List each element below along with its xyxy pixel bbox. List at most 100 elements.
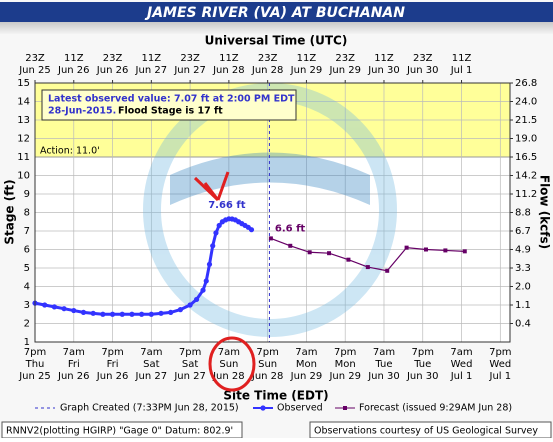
x-tick-label: Tue [413, 359, 431, 370]
forecast-point [365, 265, 370, 270]
y-tick-label: 15 [17, 78, 30, 89]
plot-border [34, 82, 511, 343]
x2-tick-label: Jun 30 [406, 65, 439, 76]
x-tick-label: 7am [63, 347, 85, 358]
x-tick-label: Jun 27 [173, 371, 206, 382]
observed-point [216, 222, 222, 229]
x2-tick-label: Jun 30 [367, 65, 400, 76]
x2-tick-label: Jun 29 [290, 65, 323, 76]
legend-observed-dot [260, 405, 266, 411]
y2-tick-label: 4.9 [515, 245, 531, 256]
observed-point [200, 287, 206, 293]
observed-point [139, 311, 145, 317]
x2-tick-label: 23Z [25, 53, 45, 64]
x2-tick-label: Jun 27 [173, 65, 206, 76]
peak-label: 7.66 ft [208, 200, 246, 211]
observed-point [71, 307, 77, 314]
y-tick-label: 10 [17, 171, 30, 182]
observed-point [148, 311, 154, 317]
y-tick-label: 14 [17, 97, 30, 108]
legend-forecast: Forecast (issued 9:29AM Jun 28) [359, 403, 512, 414]
x-tick-label: Jun 25 [18, 371, 51, 382]
observed-point [158, 310, 164, 316]
x2-tick-label: 23Z [103, 53, 123, 64]
x-tick-label: 7am [140, 347, 162, 358]
info-line: 28-Jun-2015. [48, 106, 116, 117]
x-tick-label: Wed [489, 359, 511, 370]
x2-axis-title: Universal Time (UTC) [205, 34, 348, 48]
x-tick-label: 7pm [256, 347, 278, 358]
observed-point [90, 310, 96, 316]
x-tick-label: 7pm [412, 347, 434, 358]
y2-tick-label: 11.2 [515, 189, 537, 200]
x2-tick-label: 11Z [452, 53, 472, 64]
info-line: Flood Stage is 17 ft [118, 106, 223, 117]
x-tick-label: Mon [296, 359, 317, 370]
header-shade [0, 22, 553, 34]
observed-point [129, 311, 135, 317]
x2-tick-label: 11Z [297, 53, 317, 64]
y-tick-label: 1 [24, 337, 30, 348]
observed-point [119, 311, 125, 317]
y-tick-label: 3 [24, 300, 30, 311]
y-tick-label: 2 [24, 319, 30, 330]
y2-axis-title: Flow (kcfs) [538, 175, 552, 249]
x-tick-label: 7pm [179, 347, 201, 358]
watermark-band [170, 152, 370, 205]
y-tick-label: 9 [24, 189, 30, 200]
forecast-point [268, 236, 273, 241]
x2-tick-label: 11Z [219, 53, 239, 64]
observed-point [177, 307, 184, 313]
x-tick-label: Mon [335, 359, 356, 370]
y2-tick-label: 3.3 [515, 263, 531, 274]
observed-point [80, 309, 87, 315]
y2-tick-label: 21.5 [515, 115, 537, 126]
y2-tick-label: 14.2 [515, 171, 537, 182]
y-axis-title: Stage (ft) [3, 179, 17, 244]
x-tick-label: Jun 26 [57, 371, 90, 382]
y2-tick-label: 6.7 [515, 226, 531, 237]
x-tick-label: Jun 29 [328, 371, 361, 382]
x-tick-label: Fri [68, 359, 80, 370]
action-label: Action: 11.0' [40, 146, 100, 157]
x-tick-label: 7pm [24, 347, 46, 358]
y-tick-label: 5 [24, 263, 30, 274]
x-tick-label: Tue [374, 359, 392, 370]
x-tick-label: Sun [258, 359, 277, 370]
x-tick-label: Jun 27 [135, 371, 168, 382]
y-tick-label: 13 [17, 115, 30, 126]
x2-tick-label: 23Z [335, 53, 355, 64]
x2-tick-label: Jun 29 [328, 65, 361, 76]
forecast-point [307, 250, 312, 255]
x-tick-label: 7am [218, 347, 240, 358]
y-tick-label: 8 [24, 208, 30, 219]
x-tick-label: 7am [373, 347, 395, 358]
observed-point [193, 296, 200, 303]
x2-tick-label: 23Z [258, 53, 278, 64]
x2-tick-label: Jun 26 [57, 65, 90, 76]
observed-point [51, 304, 57, 310]
forecast-point [385, 268, 390, 273]
x-tick-label: Jun 30 [406, 371, 439, 382]
footer-left: RNNV2(plotting HGIRP) "Gage 0" Datum: 80… [6, 426, 233, 437]
x2-tick-label: 11Z [64, 53, 84, 64]
x2-tick-label: 11Z [374, 53, 394, 64]
x2-tick-label: Jun 25 [18, 65, 51, 76]
legend-observed: Observed [277, 403, 323, 414]
x2-tick-label: Jun 26 [96, 65, 129, 76]
info-line: Latest observed value: 7.07 ft at 2:00 P… [48, 94, 295, 105]
observed-point [42, 302, 48, 308]
forecast-point [346, 257, 351, 262]
x2-tick-label: Jul 1 [450, 65, 473, 76]
y-tick-label: 12 [17, 134, 30, 145]
x-tick-label: Jun 26 [96, 371, 129, 382]
x-tick-label: Fri [107, 359, 119, 370]
y-tick-label: 6 [24, 245, 30, 256]
red-circle [208, 336, 256, 392]
x-tick-label: 7pm [101, 347, 123, 358]
x-tick-label: 7am [450, 347, 472, 358]
forecast-point [327, 251, 332, 256]
observed-point [203, 278, 209, 284]
forecast-point [462, 249, 467, 254]
